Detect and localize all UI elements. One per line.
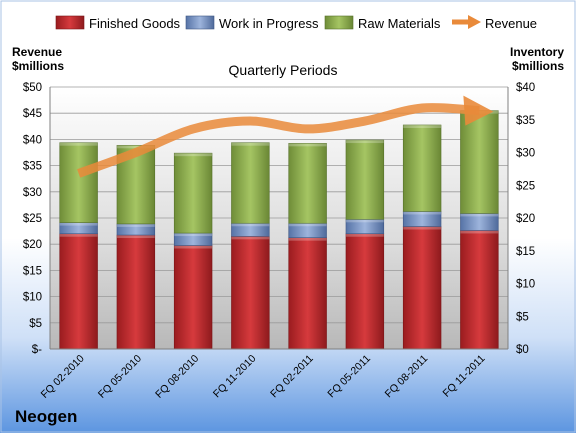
bar-cap-raw-materials [288, 143, 327, 147]
right-tick-label: $15 [516, 246, 535, 258]
legend-label-revenue: Revenue [485, 16, 537, 31]
bar-cap-finished-goods [288, 237, 327, 241]
legend: Finished Goods Work in Progress Raw Mate… [55, 15, 537, 31]
revenue-line [77, 95, 494, 178]
left-tick-label: $20 [23, 239, 42, 251]
left-tick-label: $35 [23, 161, 42, 173]
left-tick-label: $- [32, 344, 42, 356]
bar-cap-finished-goods [59, 233, 98, 237]
left-tick-label: $45 [23, 108, 42, 120]
left-tick-label: $5 [29, 318, 42, 330]
bar-cap-work-in-progress [345, 219, 384, 223]
bar-finished-goods[interactable] [59, 233, 98, 350]
right-tick-label: $35 [516, 115, 535, 127]
right-tick-label: $40 [516, 82, 535, 94]
left-tick-label: $15 [23, 265, 42, 277]
bar-raw-materials[interactable] [59, 142, 98, 223]
bar-finished-goods[interactable] [116, 234, 156, 350]
bar-cap-work-in-progress [403, 211, 442, 215]
bar-cap-work-in-progress [231, 223, 270, 227]
bar-cap-raw-materials [116, 145, 155, 149]
right-tick-label: $10 [516, 279, 535, 291]
bar-raw-materials[interactable] [402, 124, 442, 212]
bar-cap-finished-goods [174, 245, 213, 249]
bar-cap-work-in-progress [174, 233, 213, 237]
left-tick-label: $10 [23, 292, 42, 304]
right-tick-label: $0 [516, 344, 529, 356]
right-axis-title-line2: $millions [512, 59, 564, 73]
company-name: Neogen [15, 407, 77, 426]
bar-cap-work-in-progress [460, 213, 499, 217]
bar-cap-raw-materials [403, 124, 442, 128]
legend-swatch-work-in-progress [185, 15, 215, 30]
left-axis-title-line1: Revenue [12, 45, 62, 59]
legend-item-raw-materials[interactable]: Raw Materials [324, 15, 441, 31]
bar-cap-finished-goods [116, 235, 155, 239]
right-axis-title-line1: Inventory [510, 45, 564, 59]
left-tick-label: $25 [23, 213, 42, 225]
left-axis-title-line2: $millions [12, 59, 64, 73]
legend-item-finished-goods[interactable]: Finished Goods [55, 15, 181, 31]
bar-cap-work-in-progress [59, 222, 98, 226]
right-tick-label: $20 [516, 213, 535, 225]
bar-cap-finished-goods [403, 226, 442, 230]
bar-finished-goods[interactable] [173, 245, 213, 350]
legend-label-work-in-progress: Work in Progress [219, 16, 319, 31]
bar-cap-finished-goods [345, 233, 384, 237]
legend-label-finished-goods: Finished Goods [89, 16, 181, 31]
bar-raw-materials[interactable] [345, 139, 385, 220]
chart-title: Quarterly Periods [229, 62, 338, 78]
bar-cap-raw-materials [59, 142, 98, 146]
revenue-line-path[interactable] [77, 103, 480, 178]
legend-item-work-in-progress[interactable]: Work in Progress [185, 15, 319, 31]
bar-cap-work-in-progress [288, 223, 327, 227]
bar-finished-goods[interactable] [288, 237, 327, 350]
left-tick-label: $30 [23, 187, 42, 199]
bar-cap-raw-materials [345, 140, 384, 144]
legend-arrow-revenue [468, 15, 481, 29]
right-tick-label: $25 [516, 180, 535, 192]
bar-raw-materials[interactable] [173, 152, 213, 234]
bar-cap-finished-goods [460, 230, 499, 234]
bar-finished-goods[interactable] [345, 233, 385, 350]
legend-swatch-raw-materials [324, 15, 354, 30]
bar-cap-raw-materials [231, 142, 270, 146]
bar-finished-goods[interactable] [460, 230, 499, 350]
legend-label-raw-materials: Raw Materials [358, 16, 441, 31]
left-tick-label: $50 [23, 82, 42, 94]
legend-item-revenue[interactable]: Revenue [452, 15, 537, 31]
bar-cap-finished-goods [231, 236, 270, 240]
bar-series [59, 110, 499, 350]
bar-finished-goods[interactable] [231, 236, 270, 350]
bar-cap-raw-materials [174, 153, 213, 157]
bar-cap-work-in-progress [116, 223, 155, 227]
bar-raw-materials[interactable] [231, 142, 270, 224]
left-tick-label: $40 [23, 134, 42, 146]
bar-raw-materials[interactable] [460, 110, 499, 214]
right-tick-label: $5 [516, 311, 529, 323]
bar-finished-goods[interactable] [402, 226, 442, 350]
right-tick-label: $30 [516, 148, 535, 160]
legend-swatch-finished-goods [55, 15, 85, 30]
bar-raw-materials[interactable] [288, 143, 327, 224]
revenue-arrow-head [463, 95, 494, 126]
